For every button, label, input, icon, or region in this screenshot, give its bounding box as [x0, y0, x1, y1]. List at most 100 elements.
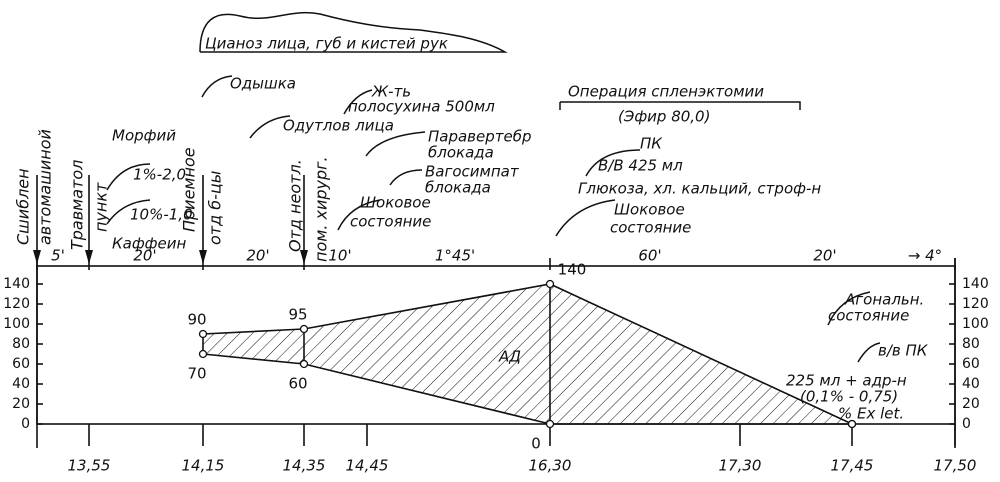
- event-label: Травматол: [68, 160, 87, 250]
- y-tick-label: 60: [962, 356, 980, 372]
- y-tick-label: 20: [962, 396, 980, 412]
- annotation: Ж-ть: [371, 83, 411, 101]
- event-label: Сшиблен: [14, 168, 33, 245]
- annotation: блокада: [428, 144, 494, 162]
- y-tick-label: 140: [962, 276, 989, 292]
- annotation: Паравертебр: [428, 128, 532, 146]
- curve: [343, 89, 373, 115]
- annotation: Агональн.: [844, 291, 924, 309]
- x-tick-label: 14,45: [346, 457, 389, 475]
- annotation: (Эфир 80,0): [618, 108, 710, 126]
- x-tick-label: 14,35: [283, 457, 326, 475]
- annotation: Операция спленэктомии: [568, 83, 764, 101]
- area-label: АД: [498, 348, 521, 366]
- top-scale-label: 1°45': [435, 247, 475, 265]
- curve: [827, 291, 871, 326]
- data-label: 90: [187, 311, 206, 329]
- y-tick-label: 80: [962, 336, 980, 352]
- bp-line: [202, 283, 853, 425]
- y-tick-label: 120: [3, 296, 30, 312]
- bp-point: [198, 349, 208, 359]
- annotation: В/В 425 мл: [598, 157, 683, 175]
- y-tick-label: 80: [12, 336, 30, 352]
- curve: [555, 199, 616, 237]
- top-scale-label: → 4°: [908, 247, 942, 265]
- annotation: Глюкоза, хл. кальций, строф-н: [578, 180, 821, 198]
- annotation: ПК: [640, 135, 663, 153]
- annotation: Морфий: [112, 127, 176, 145]
- event-label: пом. хирург.: [312, 156, 331, 262]
- y-tick-label: 100: [962, 316, 989, 332]
- annotation: Одутлов лица: [283, 117, 394, 135]
- bp-point: [299, 324, 309, 334]
- data-label: 95: [288, 306, 307, 324]
- arrow-head: [199, 250, 207, 264]
- annotation: 10%-1,0: [130, 206, 193, 224]
- area-fill: [203, 284, 852, 424]
- curve: [106, 199, 151, 225]
- annotation: Каффеин: [112, 235, 186, 253]
- annotation: в/в ПК: [878, 342, 929, 360]
- event-label: Приемное: [180, 147, 199, 232]
- bp-point: [198, 329, 208, 339]
- top-scale-label: 10': [328, 247, 351, 265]
- y-tick-label: 120: [962, 296, 989, 312]
- curve: [199, 11, 508, 53]
- top-scale-label: 5': [51, 247, 65, 265]
- top-scale-label: 20': [813, 247, 836, 265]
- annotation: полосухина 500мл: [348, 98, 495, 116]
- arrow-head: [33, 250, 41, 264]
- annotation: блокада: [425, 179, 491, 197]
- x-tick-label: 17,45: [831, 457, 874, 475]
- curve: [585, 149, 641, 177]
- y-tick-label: 60: [12, 356, 30, 372]
- annotation: Цианоз лица, губ и кистей рук: [205, 35, 448, 53]
- curve: [337, 199, 381, 231]
- annotation: 1%-2,0: [133, 166, 186, 184]
- y-tick-label: 100: [3, 316, 30, 332]
- x-tick-label: 14,15: [182, 457, 225, 475]
- curve: [106, 163, 151, 191]
- event-label: отд б-цы: [206, 171, 225, 245]
- curve: [559, 101, 801, 110]
- x-tick-label: 16,30: [529, 457, 572, 475]
- bp-point: [847, 419, 857, 429]
- y-tick-label: 40: [962, 376, 980, 392]
- annotation: (0,1% - 0,75): [800, 388, 898, 406]
- y-tick-label: 20: [12, 396, 30, 412]
- annotation: % Ex let.: [838, 405, 904, 423]
- annotation: Вагосимпат: [425, 163, 520, 181]
- arrow-head: [300, 250, 308, 264]
- bp-point: [545, 419, 555, 429]
- annotation: Шоковое: [614, 201, 685, 219]
- bp-line: [202, 353, 852, 425]
- data-label: 140: [558, 261, 587, 279]
- y-tick-label: 140: [3, 276, 30, 292]
- event-label: автомашиной: [36, 129, 55, 245]
- y-tick-label: 0: [21, 416, 30, 432]
- data-label: 60: [288, 375, 307, 393]
- y-tick-label: 40: [12, 376, 30, 392]
- y-tick-label: 0: [962, 416, 971, 432]
- x-tick-label: 17,50: [934, 457, 977, 475]
- annotation: состояние: [610, 219, 691, 237]
- x-tick-label: 13,55: [68, 457, 111, 475]
- top-scale-label: 60': [638, 247, 661, 265]
- annotation: Одышка: [230, 75, 296, 93]
- curve: [249, 115, 291, 139]
- x-tick-label: 17,30: [719, 457, 762, 475]
- annotation: состояние: [350, 213, 431, 231]
- bp-point: [545, 279, 555, 289]
- curve: [365, 131, 426, 157]
- curve: [201, 75, 233, 98]
- bp-point: [299, 359, 309, 369]
- event-label: пункт: [92, 182, 111, 232]
- curve: [389, 169, 423, 186]
- arrow-head: [85, 250, 93, 264]
- data-label: 70: [187, 365, 206, 383]
- annotation: Шоковое: [360, 194, 431, 212]
- curve: [857, 342, 881, 363]
- annotation: 225 мл + адр-н: [786, 372, 907, 390]
- top-scale-label: 20': [246, 247, 269, 265]
